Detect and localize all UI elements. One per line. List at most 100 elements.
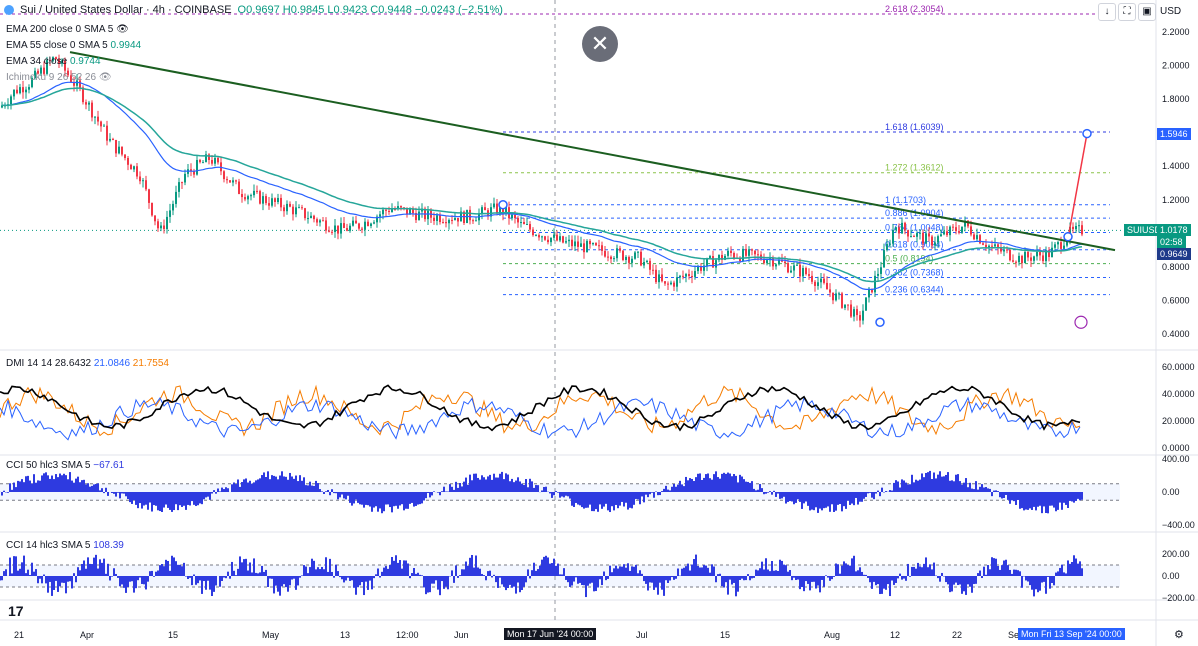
candle-body [25, 89, 27, 93]
candle-body [919, 232, 921, 234]
time-tick-label: Jul [636, 630, 648, 640]
candle-body [838, 293, 840, 295]
candle-body [685, 274, 687, 277]
candle-body [133, 166, 135, 170]
currency-label[interactable]: USD [1160, 6, 1182, 17]
candle-body [79, 80, 81, 88]
last-date-label: Mon Fri 13 Sep '24 00:00 [1018, 628, 1125, 640]
ema-price-badge: 0.9649 [1157, 248, 1191, 260]
candle-body [727, 250, 729, 256]
candle-body [961, 226, 963, 233]
candle-body [628, 256, 630, 263]
candle-body [841, 293, 843, 308]
candle-body [301, 207, 303, 209]
candle-body [856, 309, 858, 316]
ichimoku-legend[interactable]: Ichimoku 9 26 52 26 👁 [6, 72, 112, 83]
candle-body [391, 209, 393, 213]
candle-body [415, 213, 417, 221]
candle-body [238, 181, 240, 194]
candle-body [94, 116, 96, 118]
candle-body [349, 225, 351, 231]
cci14-tick-label: 200.00 [1162, 549, 1190, 559]
candle-body [904, 222, 906, 231]
candle-body [766, 260, 768, 264]
symbol-title[interactable]: Sui / United States Dollar · 4h · COINBA… [20, 4, 232, 16]
candle-body [364, 221, 366, 230]
close-icon[interactable]: ✕ [582, 26, 618, 62]
candle-body [964, 220, 966, 227]
candle-body [298, 207, 300, 209]
cci14-legend[interactable]: CCI 14 hlc3 SMA 5 108.39 [6, 540, 124, 551]
candle-body [85, 102, 87, 105]
candle-body [235, 180, 237, 182]
candle-body [679, 275, 681, 278]
cci50-tick-label: 0.00 [1162, 487, 1180, 497]
candle-body [394, 209, 396, 211]
candle-body [832, 292, 834, 301]
candle-body [940, 234, 942, 237]
candle-body [781, 260, 783, 262]
candle-body [853, 309, 855, 317]
settings-gear-icon[interactable]: ⚙ [1174, 629, 1184, 641]
candle-body [598, 245, 600, 247]
candle-body [751, 249, 753, 251]
candle-body [82, 87, 84, 103]
candle-body [808, 274, 810, 276]
candle-body [361, 228, 363, 230]
candle-body [826, 282, 828, 290]
candle-body [607, 256, 609, 258]
ema34-legend[interactable]: EMA 34 close 0.9744 [6, 56, 101, 67]
fib-level-label: 0.5 (0.8194) [885, 254, 934, 264]
candle-body [757, 254, 759, 256]
candle-body [898, 227, 900, 234]
eye-off-icon[interactable]: 👁 [116, 24, 129, 35]
cci50-tick-label: −400.00 [1162, 520, 1195, 530]
candle-body [955, 227, 957, 232]
candle-body [616, 248, 618, 259]
candle-body [877, 273, 879, 276]
candle-body [1045, 250, 1047, 262]
candle-body [526, 224, 528, 226]
arrow-down-icon[interactable]: ↓ [1098, 3, 1116, 21]
candle-body [205, 154, 207, 163]
candle-body [16, 89, 18, 94]
candle-body [670, 282, 672, 285]
candle-body [64, 60, 66, 71]
candle-body [388, 210, 390, 213]
candle-body [517, 218, 519, 223]
candle-body [340, 223, 342, 234]
candle-body [721, 254, 723, 260]
candle-body [907, 230, 909, 237]
ema200-legend[interactable]: EMA 200 close 0 SMA 5 👁 [6, 24, 129, 35]
crosshair-date-label: Mon 17 Jun '24 00:00 [504, 628, 597, 640]
candle-body [343, 223, 345, 229]
price-tick-label: 1.2000 [1162, 195, 1190, 205]
candle-body [1030, 257, 1032, 261]
camera-icon[interactable]: ▣ [1138, 3, 1156, 21]
candle-body [865, 297, 867, 311]
candle-body [892, 229, 894, 244]
symbol-badge: SUIUSD [1124, 224, 1165, 236]
ema55-legend[interactable]: EMA 55 close 0 SMA 5 0.9944 [6, 40, 142, 51]
cci50-pane [0, 470, 1120, 514]
fullscreen-icon[interactable]: ⛶ [1118, 3, 1136, 21]
candle-body [181, 182, 183, 184]
candle-body [586, 240, 588, 253]
dmi-legend[interactable]: DMI 14 14 28.6432 21.0846 21.7554 [6, 358, 169, 369]
projection-line [1067, 133, 1088, 239]
eye-off-icon[interactable]: 👁 [98, 72, 112, 83]
candle-body [13, 89, 15, 97]
candle-body [796, 264, 798, 266]
candle-body [520, 222, 522, 224]
candle-body [889, 243, 891, 245]
candle-body [136, 166, 138, 177]
candle-body [784, 261, 786, 264]
candle-body [835, 293, 837, 301]
candle-body [409, 209, 411, 215]
cci50-legend[interactable]: CCI 50 hlc3 SMA 5 −67.61 [6, 460, 125, 471]
candle-body [325, 220, 327, 231]
candle-body [448, 219, 450, 224]
candle-body [715, 260, 717, 268]
candle-body [1, 105, 3, 108]
